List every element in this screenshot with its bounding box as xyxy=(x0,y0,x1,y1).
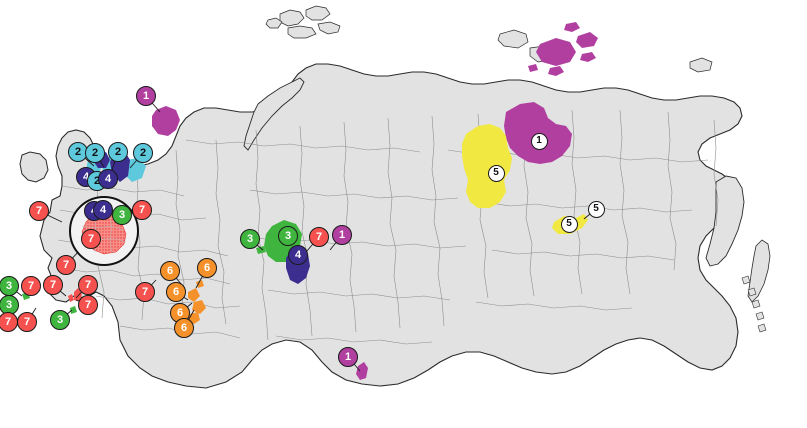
map-marker-6[interactable]: 6 xyxy=(197,258,217,278)
kamchatka-peninsula xyxy=(705,175,745,267)
map-marker-3[interactable]: 3 xyxy=(112,205,132,225)
map-marker-1[interactable]: 1 xyxy=(332,225,352,245)
kuril-islands xyxy=(741,275,767,333)
map-marker-7[interactable]: 7 xyxy=(78,295,98,315)
map-marker-7[interactable]: 7 xyxy=(135,282,155,302)
map-marker-4[interactable]: 4 xyxy=(93,200,113,220)
map-marker-2[interactable]: 2 xyxy=(85,143,105,163)
map-marker-3[interactable]: 3 xyxy=(278,226,298,246)
map-marker-3[interactable]: 3 xyxy=(50,310,70,330)
inset-magnifier-circle xyxy=(69,196,139,266)
map-marker-5[interactable]: 5 xyxy=(487,164,505,182)
map-marker-5[interactable]: 5 xyxy=(560,215,578,233)
russia-mainland xyxy=(39,63,743,389)
kaliningrad-exclave xyxy=(19,151,49,183)
map-marker-6[interactable]: 6 xyxy=(174,318,194,338)
map-marker-4[interactable]: 4 xyxy=(98,169,118,189)
map-marker-7[interactable]: 7 xyxy=(21,276,41,296)
map-marker-5[interactable]: 5 xyxy=(587,200,605,218)
franz-josef-land-islands xyxy=(265,5,341,39)
region-cat1-murmansk xyxy=(152,106,180,136)
map-marker-7[interactable]: 7 xyxy=(29,201,49,221)
map-marker-7[interactable]: 7 xyxy=(56,255,76,275)
map-marker-2[interactable]: 2 xyxy=(133,143,153,163)
map-marker-1[interactable]: 1 xyxy=(136,86,156,106)
map-marker-7[interactable]: 7 xyxy=(309,227,329,247)
map-marker-2[interactable]: 2 xyxy=(108,142,128,162)
map-marker-7[interactable]: 7 xyxy=(43,275,63,295)
map-marker-7[interactable]: 7 xyxy=(17,312,37,332)
map-marker-6[interactable]: 6 xyxy=(166,282,186,302)
region-cat1-islands xyxy=(528,22,598,76)
novaya-zemlya-island xyxy=(243,77,305,151)
map-marker-3[interactable]: 3 xyxy=(0,276,19,296)
map-marker-7[interactable]: 7 xyxy=(81,229,101,249)
sakhalin-island xyxy=(747,239,771,303)
map-marker-2[interactable]: 2 xyxy=(68,142,88,162)
region-cat5-evenkia xyxy=(462,124,512,208)
region-cat1-altai xyxy=(356,362,368,380)
map-marker-1[interactable]: 1 xyxy=(338,347,358,367)
region-cat3-central-tail xyxy=(256,246,266,254)
wrangel-island xyxy=(689,57,713,73)
map-marker-7[interactable]: 7 xyxy=(78,275,98,295)
map-marker-7[interactable]: 7 xyxy=(132,200,152,220)
map-marker-6[interactable]: 6 xyxy=(160,261,180,281)
map-marker-1[interactable]: 1 xyxy=(530,132,548,150)
map-marker-4[interactable]: 4 xyxy=(288,245,308,265)
map-marker-3[interactable]: 3 xyxy=(240,229,260,249)
